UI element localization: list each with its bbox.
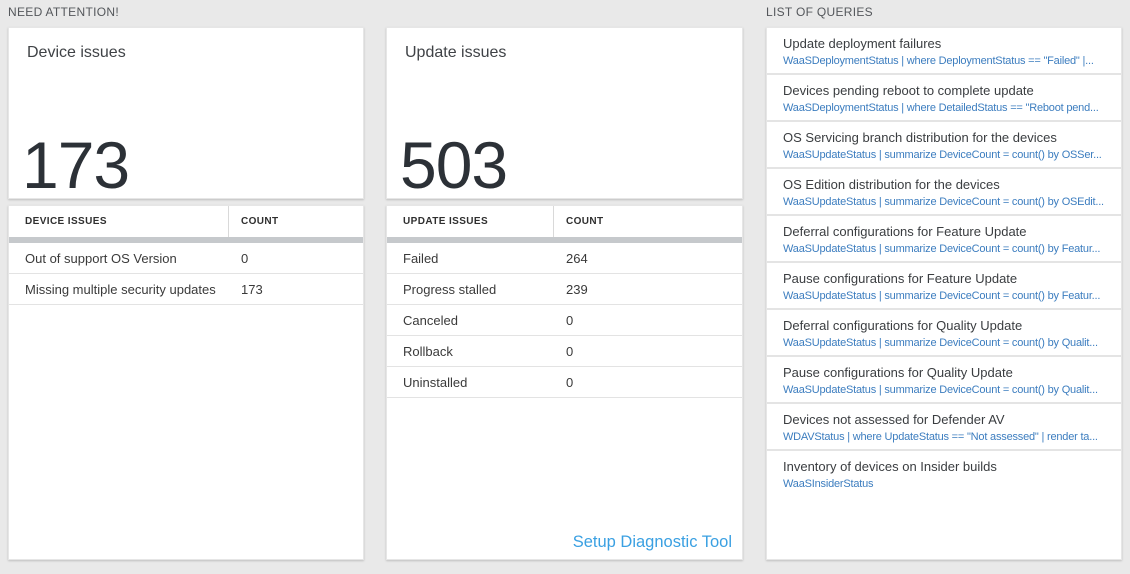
- query-text: WaaSDeploymentStatus | where DeploymentS…: [783, 55, 1094, 67]
- table-row[interactable]: Missing multiple security updates 173: [9, 274, 363, 305]
- list-of-queries-section-label: LIST OF QUERIES: [766, 5, 873, 19]
- query-title: OS Servicing branch distribution for the…: [783, 130, 1057, 145]
- query-title: Devices not assessed for Defender AV: [783, 412, 1005, 427]
- query-title: Update deployment failures: [783, 36, 942, 51]
- count-column-header: COUNT: [566, 216, 604, 227]
- query-item-pause-quality-update[interactable]: Pause configurations for Quality Update …: [767, 357, 1121, 404]
- query-item-update-deployment-failures[interactable]: Update deployment failures WaaSDeploymen…: [767, 28, 1121, 75]
- query-title: Devices pending reboot to complete updat…: [783, 83, 1034, 98]
- table-row[interactable]: Canceled 0: [387, 305, 742, 336]
- table-header-bar: [9, 237, 363, 243]
- row-label: Rollback: [403, 343, 453, 359]
- device-issues-table: DEVICE ISSUES COUNT Out of support OS Ve…: [8, 205, 364, 560]
- query-text: WaaSDeploymentStatus | where DetailedSta…: [783, 102, 1099, 114]
- row-label: Progress stalled: [403, 281, 497, 297]
- table-row[interactable]: Out of support OS Version 0: [9, 243, 363, 274]
- list-of-queries-panel: Update deployment failures WaaSDeploymen…: [766, 27, 1122, 560]
- query-title: Inventory of devices on Insider builds: [783, 459, 997, 474]
- row-count: 239: [566, 281, 588, 297]
- query-title: Deferral configurations for Feature Upda…: [783, 224, 1027, 239]
- query-item-deferral-feature-update[interactable]: Deferral configurations for Feature Upda…: [767, 216, 1121, 263]
- update-issues-tile[interactable]: Update issues 503: [386, 27, 743, 199]
- query-item-pause-feature-update[interactable]: Pause configurations for Feature Update …: [767, 263, 1121, 310]
- query-item-devices-pending-reboot[interactable]: Devices pending reboot to complete updat…: [767, 75, 1121, 122]
- query-text: WaaSUpdateStatus | summarize DeviceCount…: [783, 384, 1098, 396]
- query-text: WDAVStatus | where UpdateStatus == "Not …: [783, 431, 1098, 443]
- query-item-insider-builds-inventory[interactable]: Inventory of devices on Insider builds W…: [767, 451, 1121, 498]
- query-item-os-servicing-branch[interactable]: OS Servicing branch distribution for the…: [767, 122, 1121, 169]
- table-row[interactable]: Failed 264: [387, 243, 742, 274]
- query-title: OS Edition distribution for the devices: [783, 177, 1000, 192]
- device-issues-count: 173: [22, 128, 130, 203]
- query-item-deferral-quality-update[interactable]: Deferral configurations for Quality Upda…: [767, 310, 1121, 357]
- query-text: WaaSUpdateStatus | summarize DeviceCount…: [783, 337, 1098, 349]
- count-column-header: COUNT: [241, 216, 279, 227]
- device-issues-column-header: DEVICE ISSUES: [9, 206, 229, 237]
- row-label: Out of support OS Version: [25, 250, 177, 266]
- query-text: WaaSInsiderStatus: [783, 478, 874, 490]
- update-issues-table-header: UPDATE ISSUES COUNT: [387, 206, 742, 237]
- query-title: Pause configurations for Feature Update: [783, 271, 1018, 286]
- row-count: 0: [566, 343, 574, 359]
- row-label: Uninstalled: [403, 374, 468, 390]
- query-text: WaaSUpdateStatus | summarize DeviceCount…: [783, 149, 1102, 161]
- device-issues-tile-title: Device issues: [27, 44, 126, 61]
- query-text: WaaSUpdateStatus | summarize DeviceCount…: [783, 243, 1101, 255]
- row-count: 0: [566, 312, 574, 328]
- device-issues-table-header: DEVICE ISSUES COUNT: [9, 206, 363, 237]
- row-count: 173: [241, 281, 263, 297]
- table-header-bar: [387, 237, 742, 243]
- update-issues-column-header: UPDATE ISSUES: [387, 206, 554, 237]
- query-title: Deferral configurations for Quality Upda…: [783, 318, 1023, 333]
- update-issues-count: 503: [400, 128, 508, 203]
- row-count: 0: [566, 374, 574, 390]
- row-label: Missing multiple security updates: [25, 281, 216, 297]
- query-text: WaaSUpdateStatus | summarize DeviceCount…: [783, 196, 1104, 208]
- setup-diagnostic-tool-link[interactable]: Setup Diagnostic Tool: [572, 533, 732, 551]
- row-count: 0: [241, 250, 249, 266]
- query-text: WaaSUpdateStatus | summarize DeviceCount…: [783, 290, 1101, 302]
- query-item-defender-av-not-assessed[interactable]: Devices not assessed for Defender AV WDA…: [767, 404, 1121, 451]
- table-row[interactable]: Rollback 0: [387, 336, 742, 367]
- update-issues-table: UPDATE ISSUES COUNT Failed 264 Progress …: [386, 205, 743, 560]
- table-row[interactable]: Progress stalled 239: [387, 274, 742, 305]
- update-issues-tile-title: Update issues: [405, 44, 507, 61]
- row-label: Canceled: [403, 312, 458, 328]
- table-row[interactable]: Uninstalled 0: [387, 367, 742, 398]
- query-item-os-edition-distribution[interactable]: OS Edition distribution for the devices …: [767, 169, 1121, 216]
- need-attention-section-label: NEED ATTENTION!: [8, 5, 119, 19]
- row-label: Failed: [403, 250, 439, 266]
- query-title: Pause configurations for Quality Update: [783, 365, 1013, 380]
- row-count: 264: [566, 250, 588, 266]
- device-issues-tile[interactable]: Device issues 173: [8, 27, 364, 199]
